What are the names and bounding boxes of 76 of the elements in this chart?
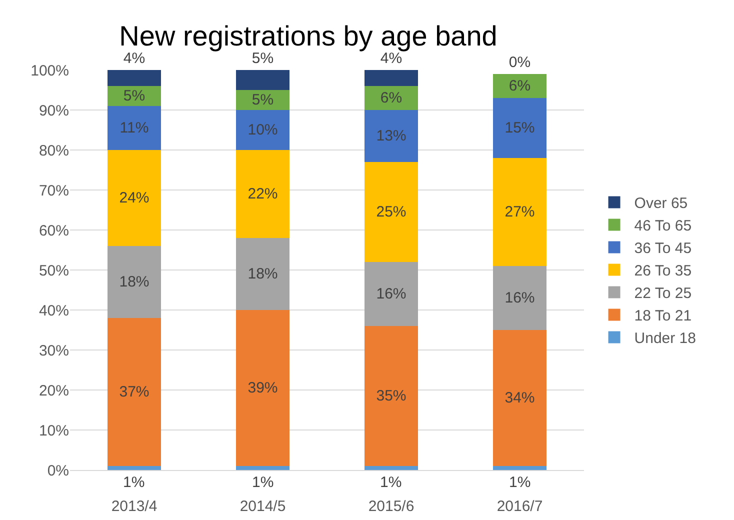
legend-label: Over 65 [634,195,688,212]
bar [107,150,162,246]
y-tick-label: 40% [38,302,69,320]
data-label: 4% [123,50,146,67]
bar [492,466,547,470]
y-tick-label: 0% [47,462,69,480]
data-label: 4% [380,50,402,67]
data-label: 1% [509,474,531,491]
legend-label: 26 To 35 [634,262,692,280]
y-tick-label: 80% [38,142,69,160]
y-tick-label: 100% [30,62,69,80]
data-label: 35% [376,388,406,404]
data-label: 11% [120,120,149,136]
bar [236,238,290,310]
bar [492,330,547,466]
data-label: 5% [252,92,274,108]
bar [364,86,418,110]
y-tick-label: 30% [38,342,69,360]
y-tick-label: 90% [38,102,69,120]
data-label: 5% [123,88,146,104]
data-label: 27% [504,204,535,220]
data-label: 24% [119,190,150,206]
bar [107,70,162,86]
bar [236,110,290,150]
data-label: 13% [376,128,406,144]
bar [107,246,162,318]
data-label: 6% [508,78,531,94]
x-tick-label: 2013/4 [111,498,158,515]
data-label: 1% [123,474,145,491]
bar [492,98,547,158]
data-label: 16% [376,286,406,302]
y-tick-label: 20% [38,382,69,400]
legend-label: 36 To 45 [634,240,692,258]
data-label: 25% [376,204,406,220]
y-tick-label: 50% [38,262,69,280]
data-label: 37% [119,384,150,400]
x-tick-label: 2014/5 [240,498,286,515]
data-label: 18% [119,274,150,290]
data-label: 34% [504,390,535,406]
bar [364,466,418,470]
bar [236,150,290,238]
data-label: 6% [380,90,402,106]
data-label: 5% [252,50,274,67]
data-label: 16% [504,290,535,306]
data-label: 22% [248,186,278,202]
legend-label: Under 18 [634,330,696,348]
y-tick-label: 60% [38,222,69,240]
data-label: 0% [508,54,531,71]
data-label: 18% [248,266,278,282]
data-label: 10% [248,122,278,138]
x-tick-label: 2016/7 [496,498,543,515]
data-label: 1% [252,474,274,491]
bar [364,70,418,86]
legend-label: 46 To 65 [634,218,692,235]
legend-label: 22 To 25 [634,285,692,302]
y-tick-label: 10% [38,422,69,440]
bar [492,74,547,98]
bar [364,162,418,262]
data-label: 15% [504,120,535,136]
bar [492,266,547,330]
legend-label: 18 To 21 [634,308,692,325]
data-label: 1% [380,474,402,491]
chart-title: New registrations by age band [119,20,498,52]
x-tick-label: 2015/6 [368,498,414,515]
data-label: 39% [248,380,278,396]
bar [236,466,290,470]
bar [107,466,162,470]
bar [236,310,290,466]
bar [364,262,418,326]
bar [107,318,162,466]
bar [107,106,162,150]
y-tick-label: 70% [38,182,69,200]
bar [364,110,418,162]
bar [236,70,290,90]
bar [364,326,418,466]
bar [492,158,547,266]
